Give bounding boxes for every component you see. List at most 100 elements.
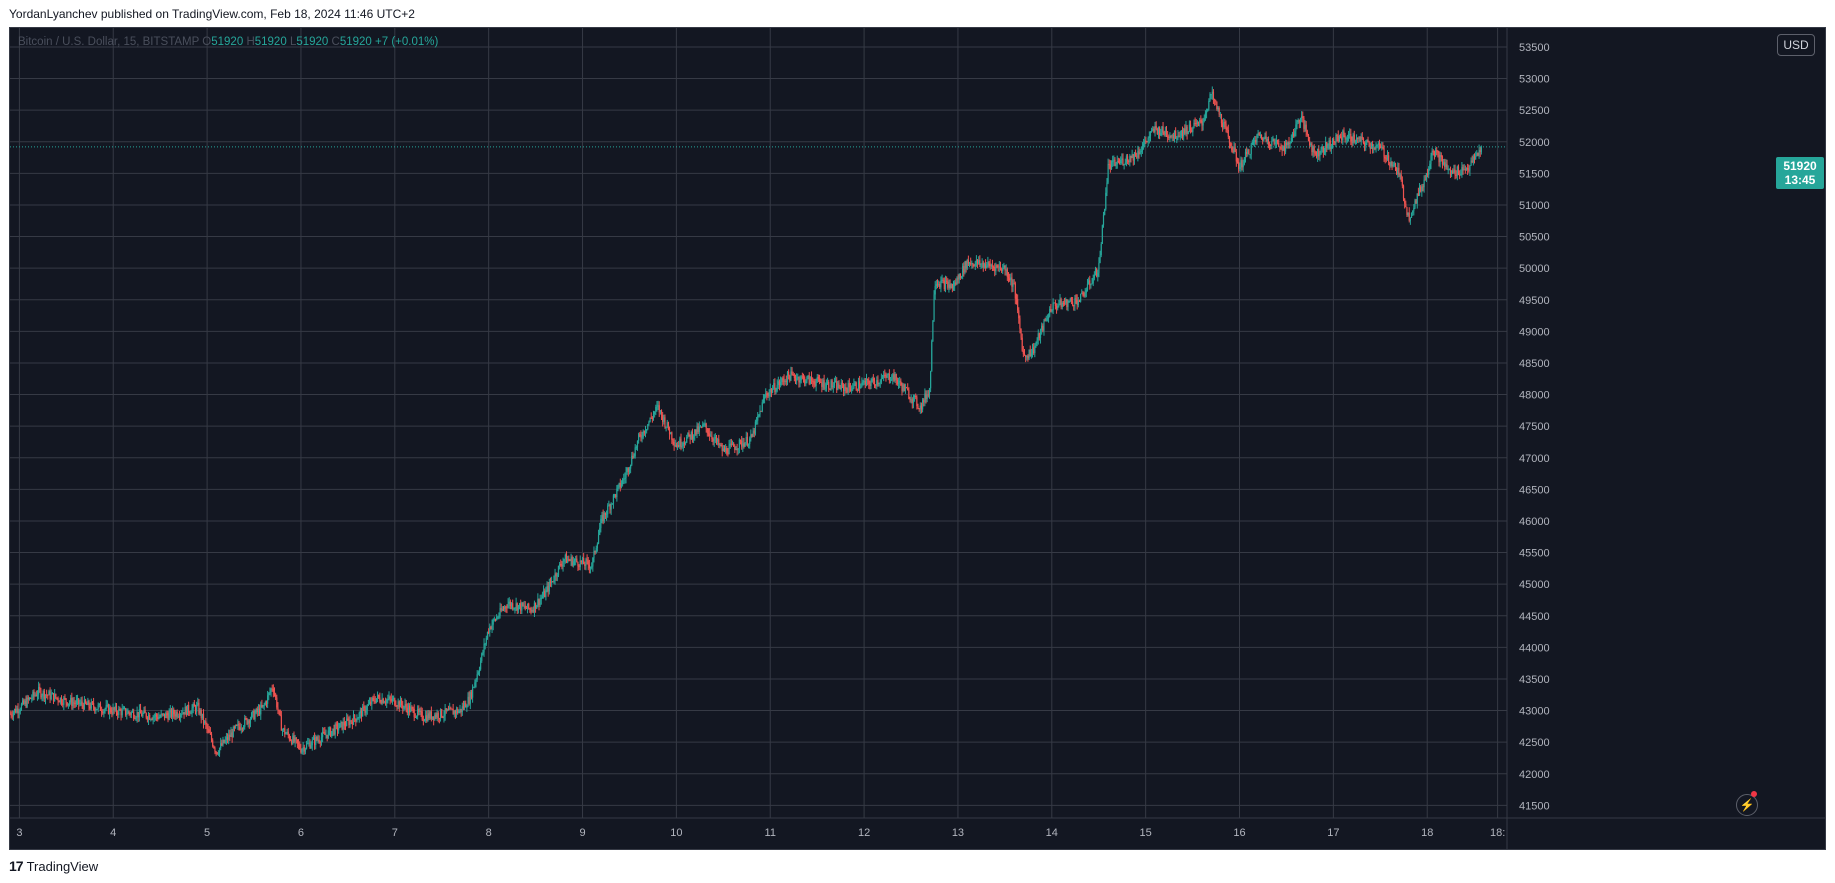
- candle-body: [1323, 152, 1326, 154]
- candle-body: [177, 716, 179, 718]
- candle-body: [765, 393, 767, 398]
- candle-body: [1209, 94, 1211, 102]
- candle-body: [1309, 140, 1311, 146]
- candle-body: [396, 706, 398, 708]
- candle-body: [943, 280, 945, 290]
- candle-body: [1021, 337, 1023, 351]
- candle-body: [81, 701, 83, 705]
- candle-body: [1137, 151, 1139, 158]
- candle-body: [909, 398, 911, 400]
- candle-body: [682, 442, 684, 446]
- candle-body: [1129, 155, 1131, 163]
- candle-body: [403, 706, 405, 709]
- candle-body: [1460, 174, 1462, 176]
- candle-body: [20, 704, 23, 710]
- candle-body: [71, 697, 73, 707]
- price-chart[interactable]: 4150042000425004300043500440004450045000…: [10, 28, 1825, 849]
- candle-body: [608, 505, 610, 507]
- candle-body: [428, 713, 430, 719]
- currency-button[interactable]: USD: [1777, 34, 1815, 56]
- candle-body: [431, 716, 434, 719]
- candle-body: [1031, 347, 1034, 354]
- candle-body: [726, 447, 728, 454]
- candle-body: [893, 374, 895, 381]
- candle-body: [80, 701, 82, 704]
- candle-body: [1172, 135, 1174, 139]
- candle-body: [1159, 127, 1161, 136]
- candle-body: [990, 265, 992, 267]
- candle-body: [1368, 142, 1370, 147]
- chart-pane[interactable]: 41500 42000 42500 43000 43500 44000 44500 45000…: [9, 27, 1826, 850]
- candle-body: [327, 730, 329, 739]
- candle-body: [152, 716, 154, 720]
- candle-body: [1171, 135, 1173, 137]
- candle-body: [255, 708, 257, 714]
- candle-body: [326, 734, 328, 739]
- candle-body: [370, 701, 372, 705]
- candle-body: [230, 732, 232, 737]
- candle-body: [1401, 179, 1403, 186]
- candle-body: [786, 371, 789, 383]
- candle-body: [1424, 179, 1426, 181]
- candle-body: [449, 707, 451, 710]
- candle-body: [191, 708, 193, 714]
- candle-body: [1437, 150, 1439, 153]
- candle-body: [1125, 156, 1128, 163]
- candle-body: [392, 698, 395, 700]
- candle-body: [1096, 268, 1098, 277]
- candle-body: [926, 394, 928, 399]
- candle-body: [524, 605, 526, 609]
- candle-body: [927, 394, 929, 396]
- y-tick-label: 44500: [1519, 611, 1550, 623]
- candle-body: [777, 381, 779, 386]
- candle-body: [57, 698, 59, 702]
- candle-body: [1092, 278, 1094, 284]
- candle-body: [580, 560, 582, 563]
- candle-body: [647, 424, 649, 430]
- candle-body: [1216, 101, 1218, 109]
- candle-body: [676, 444, 679, 448]
- candle-body: [1428, 168, 1430, 175]
- candle-body: [690, 432, 692, 440]
- candle-body: [675, 445, 678, 448]
- candle-body: [364, 706, 366, 713]
- candle-body: [302, 747, 304, 750]
- candle-body: [224, 739, 226, 743]
- candle-body: [24, 700, 26, 704]
- candle-body: [347, 718, 349, 720]
- candle-body: [658, 405, 660, 413]
- candle-body: [594, 551, 596, 553]
- candle-body: [572, 561, 574, 566]
- candle-body: [660, 410, 663, 415]
- candle-body: [1347, 134, 1350, 139]
- candle-body: [1320, 149, 1322, 155]
- flash-icon[interactable]: ⚡: [1736, 794, 1758, 816]
- candle-body: [1086, 283, 1089, 290]
- candle-body: [839, 387, 841, 390]
- y-tick-label: 49500: [1519, 295, 1550, 307]
- candle-body: [670, 432, 672, 435]
- candle-body: [568, 559, 570, 561]
- candle-body: [737, 448, 739, 450]
- candle-body: [280, 715, 282, 731]
- y-tick-label: 43000: [1519, 706, 1550, 718]
- candle-body: [959, 273, 961, 278]
- y-tick-label: 49000: [1519, 326, 1550, 338]
- candle-body: [339, 723, 341, 729]
- candle-body: [1422, 186, 1424, 188]
- candle-body: [1210, 94, 1212, 96]
- candle-body: [189, 712, 191, 714]
- candle-body: [1330, 146, 1332, 149]
- candle-body: [1218, 107, 1220, 115]
- candle-body: [847, 383, 849, 393]
- candle-body: [1034, 345, 1036, 354]
- candle-body: [207, 728, 209, 730]
- candle-body: [549, 581, 552, 584]
- candle-body: [951, 283, 953, 289]
- candle-body: [612, 495, 615, 504]
- candle-body: [355, 718, 357, 722]
- candle-body: [1397, 167, 1399, 175]
- candle-body: [742, 443, 744, 447]
- candle-body: [699, 426, 702, 428]
- candle-body: [925, 393, 927, 399]
